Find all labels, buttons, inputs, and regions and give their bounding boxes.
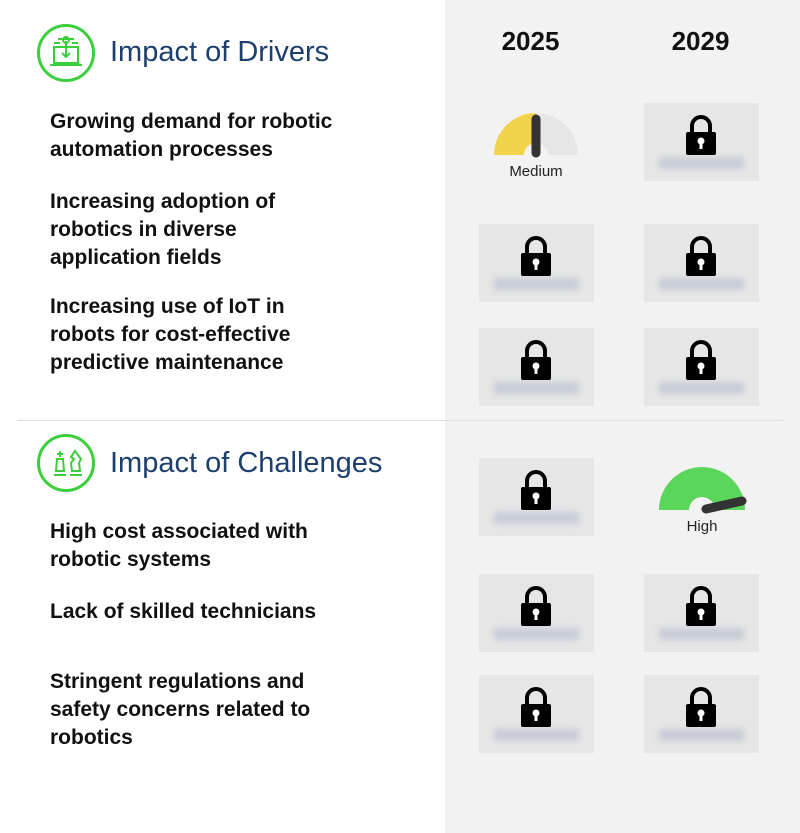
blurred-text (659, 382, 744, 394)
lock-icon (521, 470, 551, 510)
lock-icon (521, 340, 551, 380)
blurred-text (659, 729, 744, 741)
lock-icon (521, 586, 551, 626)
blurred-text (494, 729, 579, 741)
blurred-text (659, 157, 744, 169)
year-header-2025: 2025 (501, 26, 560, 56)
driver-item: Growing demand for robotic automation pr… (50, 110, 333, 161)
gauge-needle (701, 496, 747, 514)
locked-cell[interactable] (644, 224, 759, 302)
gauge-track (536, 113, 578, 155)
locked-cell[interactable] (479, 328, 594, 406)
lock-icon (686, 340, 716, 380)
blurred-text (494, 512, 579, 524)
lock-icon (521, 236, 551, 276)
lock-icon (686, 586, 716, 626)
blurred-text (494, 382, 579, 394)
blurred-text (659, 628, 744, 640)
challenge-item: Stringent regulations and safety concern… (50, 670, 311, 749)
locked-cell[interactable] (644, 574, 759, 652)
locked-cell[interactable] (479, 675, 594, 753)
section-divider (17, 420, 783, 421)
challenge-item: High cost associated with robotic system… (50, 520, 308, 571)
blurred-text (494, 278, 579, 290)
locked-cell[interactable] (644, 328, 759, 406)
circuit-laptop-icon (37, 24, 95, 82)
driver-item: Increasing use of IoT in robots for cost… (50, 295, 291, 374)
year-header-2029: 2029 (671, 26, 730, 56)
blurred-text (659, 278, 744, 290)
challenge-item: Lack of skilled technicians (50, 600, 317, 623)
locked-cell[interactable] (644, 103, 759, 181)
gauge-fill (494, 113, 536, 155)
locked-cell[interactable] (479, 458, 594, 536)
locked-cell[interactable] (479, 224, 594, 302)
gauge-level-label: Medium (509, 163, 563, 180)
gauge-fill (659, 467, 745, 510)
locked-cell[interactable] (644, 675, 759, 753)
lock-icon (686, 115, 716, 155)
drivers-heading: Impact of Drivers (110, 36, 330, 68)
driver-item: Increasing adoption of robotics in diver… (50, 190, 276, 269)
medium-gauge (494, 113, 578, 158)
high-gauge (659, 467, 747, 514)
lock-icon (521, 687, 551, 727)
gauge-level-label: High (686, 518, 718, 535)
lock-icon (686, 687, 716, 727)
lock-icon (686, 236, 716, 276)
locked-cell[interactable] (479, 574, 594, 652)
chess-pieces-icon (37, 434, 95, 492)
blurred-text (494, 628, 579, 640)
challenges-heading: Impact of Challenges (110, 447, 383, 479)
